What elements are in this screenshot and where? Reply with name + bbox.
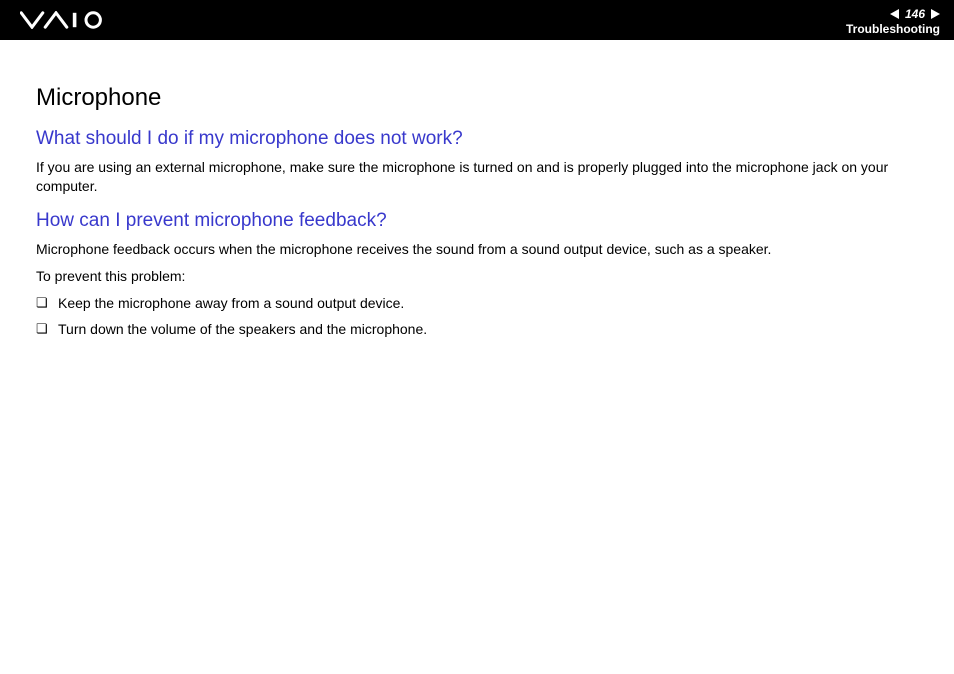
bullet-list: ❏ Keep the microphone away from a sound … [36, 294, 918, 340]
next-page-arrow-icon[interactable] [931, 9, 940, 19]
question-2-para-2: To prevent this problem: [36, 267, 918, 286]
bullet-text: Keep the microphone away from a sound ou… [58, 294, 404, 313]
question-2-para-1: Microphone feedback occurs when the micr… [36, 240, 918, 259]
page-content: Microphone What should I do if my microp… [0, 40, 954, 339]
page-nav: 146 [846, 7, 940, 21]
page-header: 146 Troubleshooting [0, 0, 954, 40]
bullet-marker-icon: ❏ [36, 294, 58, 312]
bullet-text: Turn down the volume of the speakers and… [58, 320, 427, 339]
page-number: 146 [905, 7, 925, 21]
question-1-title: What should I do if my microphone does n… [36, 128, 918, 150]
list-item: ❏ Keep the microphone away from a sound … [36, 294, 918, 313]
prev-page-arrow-icon[interactable] [890, 9, 899, 19]
list-item: ❏ Turn down the volume of the speakers a… [36, 320, 918, 339]
section-label: Troubleshooting [846, 22, 940, 36]
header-right: 146 Troubleshooting [846, 5, 940, 36]
question-1-para: If you are using an external microphone,… [36, 158, 918, 196]
question-2-title: How can I prevent microphone feedback? [36, 210, 918, 232]
vaio-logo [20, 11, 116, 29]
bullet-marker-icon: ❏ [36, 320, 58, 338]
main-title: Microphone [36, 84, 918, 112]
